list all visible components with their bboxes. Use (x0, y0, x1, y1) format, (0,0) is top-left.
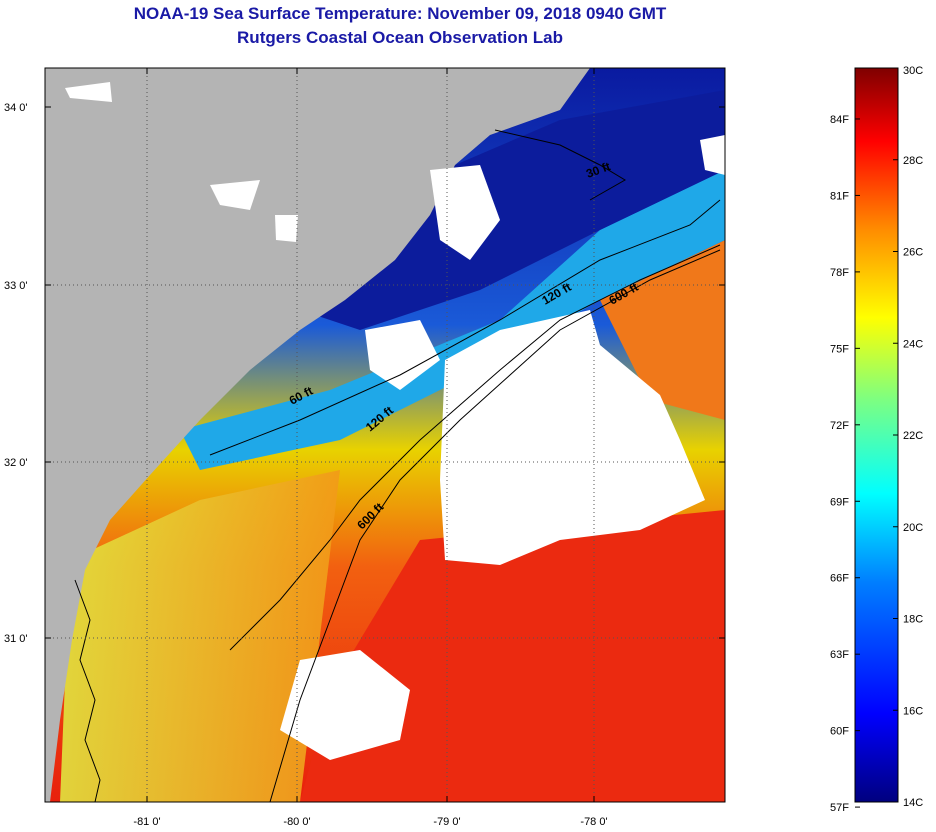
axis-ticks (45, 68, 725, 802)
lon-label: -80 0' (283, 816, 310, 828)
land-mass (45, 68, 590, 802)
shelf-band (180, 170, 725, 470)
colorbar-f-label: 60F (830, 726, 849, 738)
lon-label: -79 0' (433, 816, 460, 828)
colorbar-c-label: 20C (903, 522, 923, 534)
contour-60-120ft (209, 199, 721, 456)
cloud-mask-mid (365, 320, 440, 390)
map-title: NOAA-19 Sea Surface Temperature: Novembe… (133, 4, 667, 23)
lon-label: -78 0' (580, 816, 607, 828)
cloud-patch-land (210, 180, 260, 210)
lat-label: 31 0' (4, 633, 28, 645)
map-area: 30 ft 120 ft 600 ft 60 ft 120 ft 600 ft (45, 68, 725, 802)
colorbar: 84F 81F 78F 75F 72F 69F 66F 63F 60F 57F 30C 28C 26C… (830, 65, 923, 814)
colorbar-c-label: 18C (903, 614, 923, 626)
contour-600ft (269, 249, 721, 802)
cloud-patch-east (700, 135, 725, 175)
map-subtitle: Rutgers Coastal Ocean Observation Lab (237, 28, 563, 47)
colorbar-f-label: 69F (830, 496, 849, 508)
coastline (74, 579, 101, 802)
colorbar-f-label: 84F (830, 114, 849, 126)
colorbar-f-label: 57F (830, 802, 849, 814)
colorbar-gradient (854, 67, 899, 803)
colorbar-f-label: 66F (830, 573, 849, 585)
nearshore-cold (300, 90, 725, 330)
colorbar-c-label: 16C (903, 705, 923, 717)
cloud-mask-large (440, 310, 705, 565)
colorbar-f-label: 75F (830, 343, 849, 355)
lat-label: 34 0' (4, 102, 28, 114)
colorbar-c-label: 14C (903, 797, 923, 809)
lat-label: 33 0' (4, 280, 28, 292)
colorbar-f-label: 72F (830, 420, 849, 432)
graticule (45, 68, 725, 802)
map-frame (44, 67, 726, 803)
colorbar-c-label: 26C (903, 247, 923, 259)
cloud-patch-corner (65, 82, 112, 102)
colorbar-fahrenheit-labels: 84F 81F 78F 75F 72F 69F 66F 63F 60F 57F (830, 114, 860, 814)
colorbar-f-label: 63F (830, 649, 849, 661)
cloud-mask-south (280, 650, 410, 760)
lon-label: -81 0' (133, 816, 160, 828)
warm-region (300, 510, 725, 802)
lat-label: 32 0' (4, 457, 28, 469)
colorbar-c-label: 22C (903, 430, 923, 442)
cloud-patch-land-2 (275, 215, 298, 242)
coastal-warm-strip (60, 470, 340, 802)
colorbar-celsius-labels: 30C 28C 26C 24C 22C 20C 18C 16C 14C (893, 65, 923, 809)
colorbar-c-label: 24C (903, 338, 923, 350)
contour-30ft (494, 129, 626, 201)
colorbar-f-label: 78F (830, 267, 849, 279)
colorbar-c-label: 30C (903, 65, 923, 77)
colorbar-c-label: 28C (903, 155, 923, 167)
colorbar-f-label: 81F (830, 190, 849, 202)
